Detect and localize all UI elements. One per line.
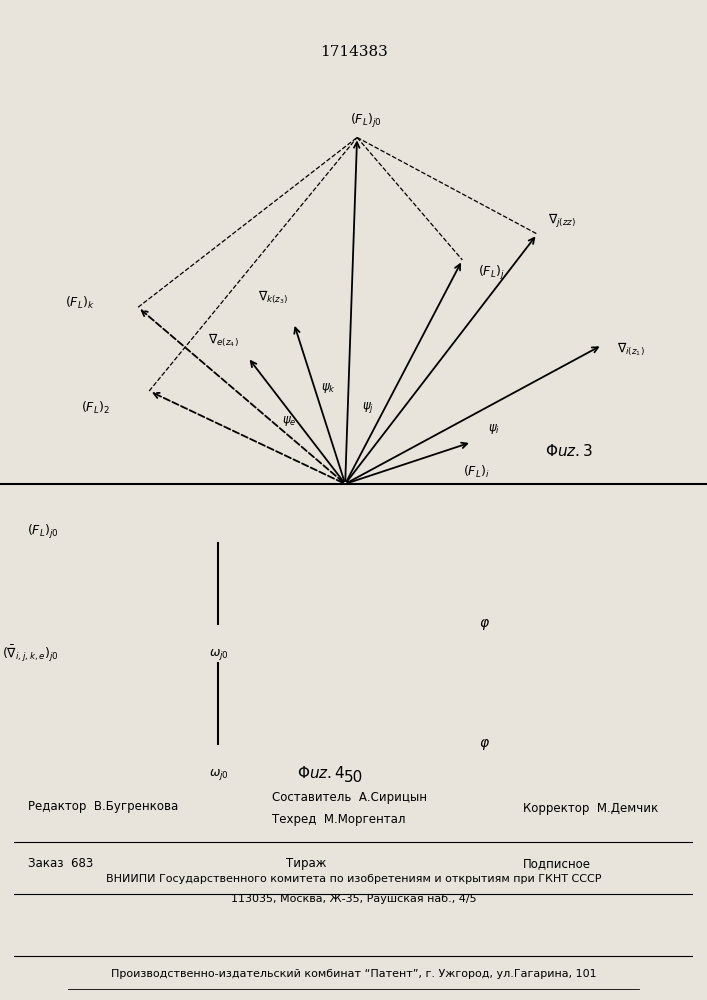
Text: $\varphi$: $\varphi$: [479, 617, 490, 633]
Text: Производственно-издательский комбинат “Патент”, г. Ужгород, ул.Гагарина, 101: Производственно-издательский комбинат “П…: [111, 969, 596, 979]
Text: Подписное: Подписное: [523, 857, 591, 870]
Text: $\Phi u z. 4$: $\Phi u z. 4$: [297, 765, 345, 781]
Text: $\omega_{j0}$: $\omega_{j0}$: [209, 767, 228, 782]
Text: 113035, Москва, Ж-35, Раушская наб., 4/5: 113035, Москва, Ж-35, Раушская наб., 4/5: [230, 894, 477, 904]
Text: Составитель  А.Сирицын: Составитель А.Сирицын: [272, 791, 427, 804]
Text: $\psi_e$: $\psi_e$: [282, 414, 297, 428]
Text: $\nabla_{e(z_4)}$: $\nabla_{e(z_4)}$: [208, 332, 238, 349]
Text: $\psi_k$: $\psi_k$: [321, 381, 336, 395]
Text: Редактор  В.Бугренкова: Редактор В.Бугренкова: [28, 800, 178, 813]
Text: $({F_L})_k$: $({F_L})_k$: [65, 295, 95, 311]
Text: $({F_L})_i$: $({F_L})_i$: [462, 464, 489, 480]
Text: $(\bar{\nabla}_{i,j,k,e})_{j0}$: $(\bar{\nabla}_{i,j,k,e})_{j0}$: [2, 643, 59, 664]
Text: Техред  М.Моргентал: Техред М.Моргентал: [272, 813, 406, 826]
Text: $\nabla_{i(z_1)}$: $\nabla_{i(z_1)}$: [617, 340, 645, 358]
Text: $\Phi u z. 3$: $\Phi u z. 3$: [545, 443, 592, 459]
Text: $\nabla_{k(z_3)}$: $\nabla_{k(z_3)}$: [258, 289, 288, 306]
Text: Заказ  683: Заказ 683: [28, 857, 93, 870]
Text: $\varphi$: $\varphi$: [479, 738, 490, 752]
Text: Тираж: Тираж: [286, 857, 326, 870]
Text: ВНИИПИ Государственного комитета по изобретениям и открытиям при ГКНТ СССР: ВНИИПИ Государственного комитета по изоб…: [106, 874, 601, 884]
Text: $({F_L})_j$: $({F_L})_j$: [478, 264, 505, 282]
Text: $\psi_i$: $\psi_i$: [488, 422, 500, 436]
Text: 50: 50: [344, 770, 363, 785]
Text: $\nabla_{j(zz)}$: $\nabla_{j(zz)}$: [548, 212, 576, 230]
Text: $({F_L})_2$: $({F_L})_2$: [81, 400, 110, 416]
Text: $(F_L)_{j0}$: $(F_L)_{j0}$: [28, 523, 59, 541]
Text: $\psi_j$: $\psi_j$: [362, 400, 374, 415]
Text: 1714383: 1714383: [320, 45, 387, 59]
Text: $({F_L})_{j0}$: $({F_L})_{j0}$: [349, 112, 381, 130]
Text: Корректор  М.Демчик: Корректор М.Демчик: [523, 802, 658, 815]
Text: $\omega_{j0}$: $\omega_{j0}$: [209, 647, 228, 662]
